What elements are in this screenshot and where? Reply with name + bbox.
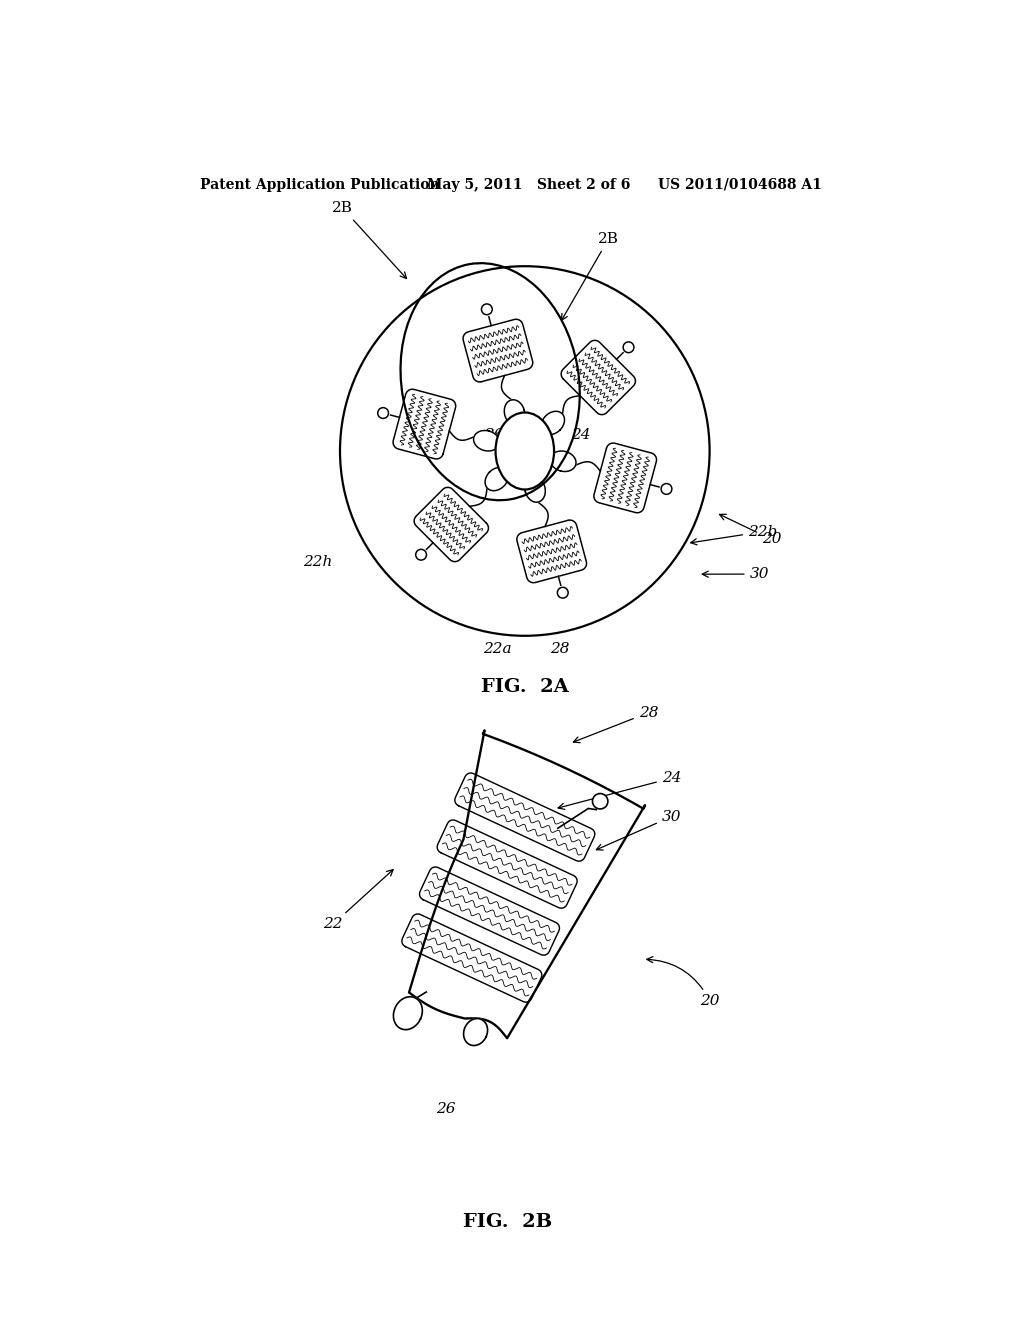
Text: 28: 28 xyxy=(550,642,569,656)
Polygon shape xyxy=(473,430,500,451)
Polygon shape xyxy=(542,412,564,434)
Polygon shape xyxy=(525,477,546,502)
Text: 22h: 22h xyxy=(303,556,333,569)
Text: US 2011/0104688 A1: US 2011/0104688 A1 xyxy=(658,178,822,191)
Text: 20: 20 xyxy=(720,515,781,546)
Text: May 5, 2011: May 5, 2011 xyxy=(427,178,522,191)
Text: 22: 22 xyxy=(323,870,393,932)
Text: 2B: 2B xyxy=(333,202,407,279)
Polygon shape xyxy=(504,400,524,425)
Ellipse shape xyxy=(496,412,554,490)
Text: 26: 26 xyxy=(436,1102,456,1117)
Polygon shape xyxy=(393,997,422,1030)
Circle shape xyxy=(416,549,426,560)
Text: FIG.  2A: FIG. 2A xyxy=(481,678,568,696)
Polygon shape xyxy=(464,1019,487,1045)
Text: 2B: 2B xyxy=(561,232,618,321)
Polygon shape xyxy=(485,467,508,491)
Polygon shape xyxy=(409,730,645,1039)
Text: 24: 24 xyxy=(558,771,681,809)
Text: Sheet 2 of 6: Sheet 2 of 6 xyxy=(538,178,631,191)
Text: 22a: 22a xyxy=(483,642,512,656)
Text: 26: 26 xyxy=(483,429,503,442)
Circle shape xyxy=(557,587,568,598)
Circle shape xyxy=(593,793,608,809)
Text: 28: 28 xyxy=(573,706,658,743)
Circle shape xyxy=(624,342,634,352)
Text: 20: 20 xyxy=(647,957,720,1008)
Circle shape xyxy=(481,304,493,314)
Circle shape xyxy=(662,483,672,495)
Circle shape xyxy=(340,267,710,636)
Text: 22b: 22b xyxy=(690,525,777,545)
Polygon shape xyxy=(550,451,577,471)
Text: 30: 30 xyxy=(702,568,769,581)
Text: Patent Application Publication: Patent Application Publication xyxy=(200,178,439,191)
Text: 30: 30 xyxy=(596,809,681,850)
Circle shape xyxy=(378,408,388,418)
Text: 24: 24 xyxy=(571,429,591,442)
Text: FIG.  2B: FIG. 2B xyxy=(463,1213,553,1232)
